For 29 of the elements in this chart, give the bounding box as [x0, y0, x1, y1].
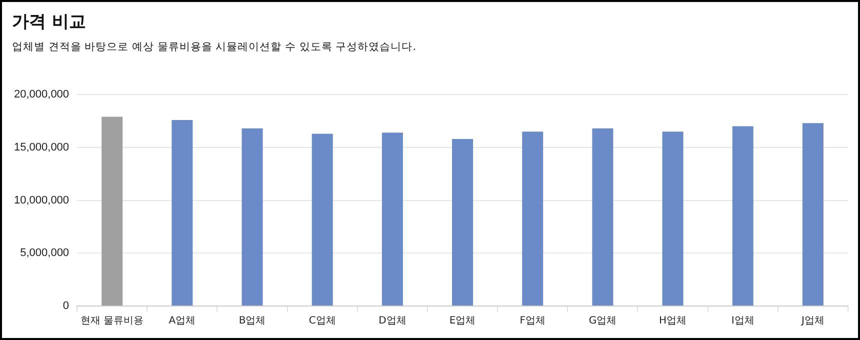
chart-title: 가격 비교 — [12, 11, 86, 33]
bar — [592, 128, 614, 306]
x-tick-label: D업체 — [378, 316, 406, 327]
bar — [452, 138, 474, 306]
y-tick-label: 15,000,000 — [14, 141, 70, 154]
x-tick-label: E업체 — [449, 316, 476, 327]
bar — [802, 123, 824, 306]
x-tick-label: B업체 — [238, 316, 266, 327]
y-tick-label: 0 — [62, 300, 70, 312]
x-tick-label: F업체 — [520, 316, 546, 327]
x-tick-label: H업체 — [659, 316, 687, 327]
chart-subtitle: 업체별 견적을 바탕으로 예상 물류비용을 시뮬레이션할 수 있도록 구성하였습니다. — [12, 40, 416, 54]
bar — [732, 126, 754, 306]
x-tick-label: J업체 — [800, 316, 824, 327]
bar — [522, 132, 544, 306]
bar — [102, 116, 123, 306]
bar — [312, 134, 333, 306]
bar — [242, 128, 263, 306]
x-tick-label: G업체 — [588, 316, 617, 327]
y-tick-label: 20,000,000 — [14, 88, 70, 101]
x-tick-label: C업체 — [308, 316, 336, 327]
x-tick-label: 현재 물류비용 — [80, 316, 144, 327]
x-tick-label: A업체 — [168, 316, 196, 327]
bar — [662, 132, 684, 306]
y-tick-label: 10,000,000 — [14, 194, 70, 206]
bar — [172, 120, 193, 306]
x-tick-label: I업체 — [731, 316, 754, 327]
y-tick-label: 5,000,000 — [20, 247, 70, 260]
bar — [382, 132, 403, 306]
